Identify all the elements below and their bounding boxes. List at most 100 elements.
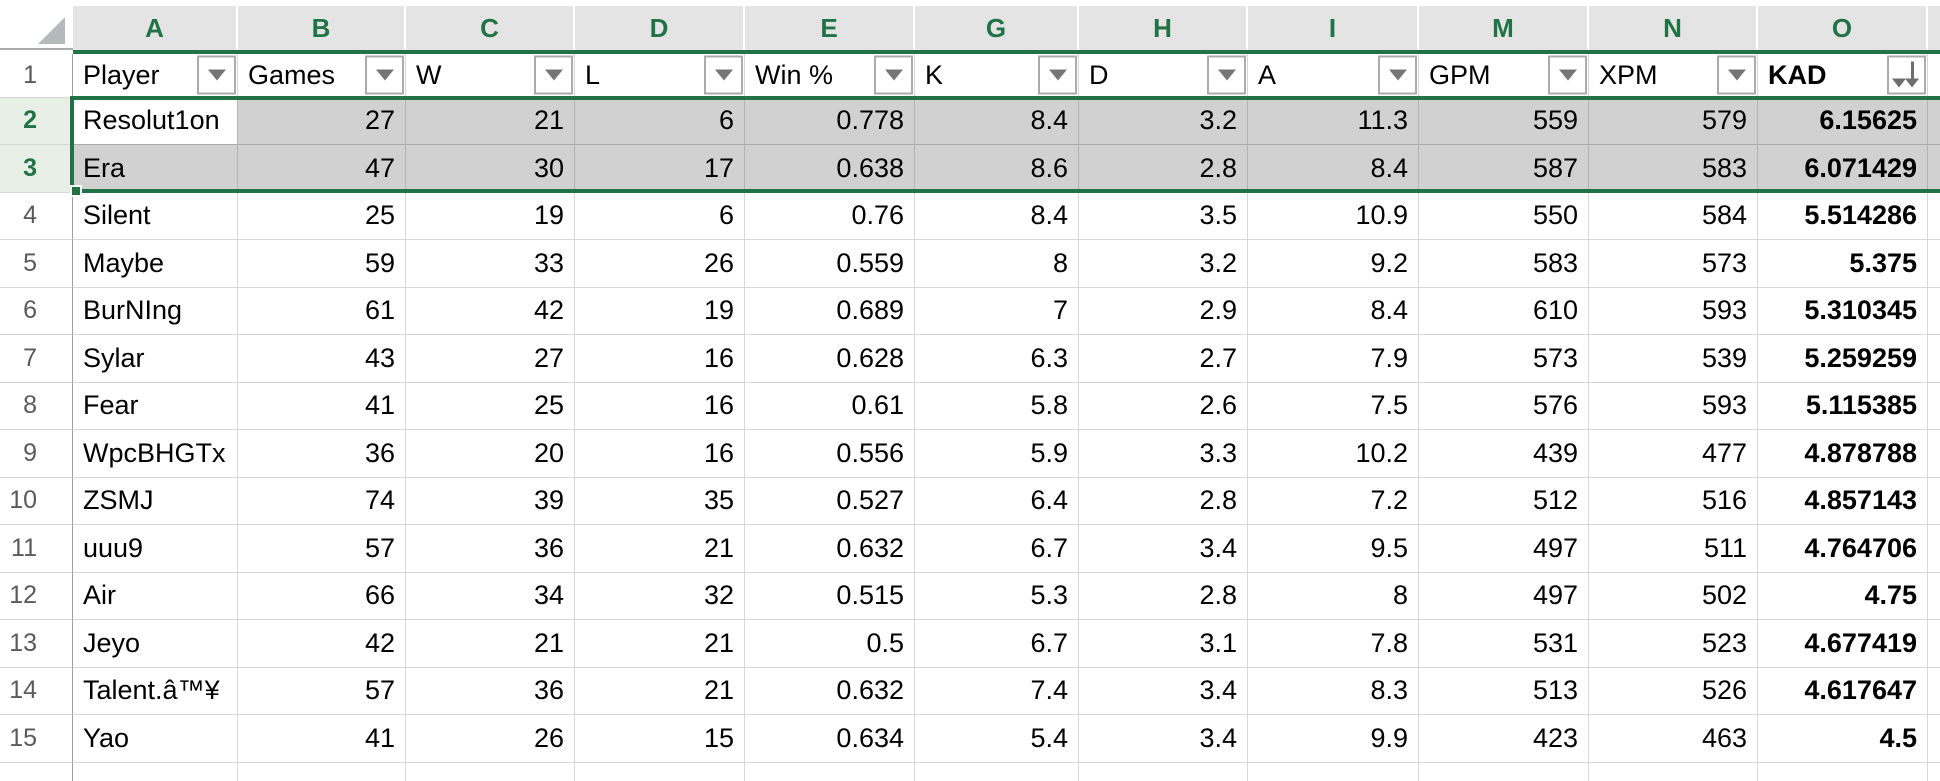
- column-letter-B[interactable]: B: [238, 6, 406, 50]
- cell-G5[interactable]: 8: [915, 240, 1079, 288]
- cell-partial-14[interactable]: [1928, 667, 1940, 715]
- cell-E7[interactable]: 0.628: [745, 335, 915, 383]
- select-all-corner[interactable]: [0, 6, 73, 50]
- row-number-3[interactable]: 3: [0, 145, 73, 193]
- cell-H13[interactable]: 3.1: [1079, 620, 1248, 668]
- cell-D3[interactable]: 17: [575, 145, 745, 193]
- cell-H5[interactable]: 3.2: [1079, 240, 1248, 288]
- cell-G13[interactable]: 6.7: [915, 620, 1079, 668]
- column-letter-O[interactable]: O: [1758, 6, 1928, 50]
- cell-B7[interactable]: 43: [238, 335, 406, 383]
- cell-I8[interactable]: 7.5: [1248, 382, 1419, 430]
- cell-H14[interactable]: 3.4: [1079, 667, 1248, 715]
- cell-M6[interactable]: 610: [1419, 287, 1589, 335]
- cell-N6[interactable]: 593: [1589, 287, 1758, 335]
- cell-G7[interactable]: 6.3: [915, 335, 1079, 383]
- cell-N10[interactable]: 516: [1589, 477, 1758, 525]
- filter-button-gpm[interactable]: [1548, 55, 1587, 95]
- cell-C10[interactable]: 39: [406, 477, 575, 525]
- cell-G16-partial[interactable]: [915, 762, 1079, 781]
- cell-E3[interactable]: 0.638: [745, 145, 915, 193]
- cell-A3[interactable]: Era: [73, 145, 238, 193]
- cell-M7[interactable]: 573: [1419, 335, 1589, 383]
- header-cell-player[interactable]: Player: [73, 54, 238, 98]
- cell-O10[interactable]: 4.857143: [1758, 477, 1928, 525]
- cell-I3[interactable]: 8.4: [1248, 145, 1419, 193]
- cell-H6[interactable]: 2.9: [1079, 287, 1248, 335]
- cell-D12[interactable]: 32: [575, 572, 745, 620]
- column-letter-N[interactable]: N: [1589, 6, 1758, 50]
- cell-C6[interactable]: 42: [406, 287, 575, 335]
- row-number-10[interactable]: 10: [0, 477, 73, 525]
- cell-O14[interactable]: 4.617647: [1758, 667, 1928, 715]
- cell-H3[interactable]: 2.8: [1079, 145, 1248, 193]
- cell-G2[interactable]: 8.4: [915, 97, 1079, 145]
- cell-A9[interactable]: WpcBHGTx: [73, 430, 238, 478]
- cell-B2[interactable]: 27: [238, 97, 406, 145]
- cell-partial-9[interactable]: [1928, 430, 1940, 478]
- row-number-6[interactable]: 6: [0, 287, 73, 335]
- cell-partial-12[interactable]: [1928, 572, 1940, 620]
- filter-button-l[interactable]: [704, 55, 743, 95]
- header-cell-d[interactable]: D: [1079, 54, 1248, 98]
- header-cell-xpm[interactable]: XPM: [1589, 54, 1758, 98]
- cell-partial-15[interactable]: [1928, 715, 1940, 763]
- cell-E13[interactable]: 0.5: [745, 620, 915, 668]
- cell-O13[interactable]: 4.677419: [1758, 620, 1928, 668]
- cell-partial-10[interactable]: [1928, 477, 1940, 525]
- cell-D11[interactable]: 21: [575, 525, 745, 573]
- cell-D4[interactable]: 6: [575, 192, 745, 240]
- cell-G10[interactable]: 6.4: [915, 477, 1079, 525]
- header-cell-a[interactable]: A: [1248, 54, 1419, 98]
- cell-C11[interactable]: 36: [406, 525, 575, 573]
- row-number-9[interactable]: 9: [0, 430, 73, 478]
- header-cell-gpm[interactable]: GPM: [1419, 54, 1589, 98]
- row-number-14[interactable]: 14: [0, 667, 73, 715]
- cell-H8[interactable]: 2.6: [1079, 382, 1248, 430]
- cell-A11[interactable]: uuu9: [73, 525, 238, 573]
- cell-B10[interactable]: 74: [238, 477, 406, 525]
- cell-I6[interactable]: 8.4: [1248, 287, 1419, 335]
- cell-partial-6[interactable]: [1928, 287, 1940, 335]
- cell-N3[interactable]: 583: [1589, 145, 1758, 193]
- column-letter-M[interactable]: M: [1419, 6, 1589, 50]
- cell-E15[interactable]: 0.634: [745, 715, 915, 763]
- column-letter-C[interactable]: C: [406, 6, 575, 50]
- cell-H10[interactable]: 2.8: [1079, 477, 1248, 525]
- cell-C14[interactable]: 36: [406, 667, 575, 715]
- column-letter-G[interactable]: G: [915, 6, 1079, 50]
- row-number-1[interactable]: 1: [0, 54, 73, 98]
- cell-G15[interactable]: 5.4: [915, 715, 1079, 763]
- filter-button-xpm[interactable]: [1717, 55, 1756, 95]
- header-cell-k[interactable]: K: [915, 54, 1079, 98]
- cell-C15[interactable]: 26: [406, 715, 575, 763]
- filter-button-games[interactable]: [365, 55, 404, 95]
- cell-M3[interactable]: 587: [1419, 145, 1589, 193]
- cell-N8[interactable]: 593: [1589, 382, 1758, 430]
- row-number-2[interactable]: 2: [0, 97, 73, 145]
- cell-I10[interactable]: 7.2: [1248, 477, 1419, 525]
- cell-G8[interactable]: 5.8: [915, 382, 1079, 430]
- cell-partial-8[interactable]: [1928, 382, 1940, 430]
- cell-C5[interactable]: 33: [406, 240, 575, 288]
- cell-M9[interactable]: 439: [1419, 430, 1589, 478]
- cell-H2[interactable]: 3.2: [1079, 97, 1248, 145]
- cell-E9[interactable]: 0.556: [745, 430, 915, 478]
- filter-button-win-[interactable]: [874, 55, 913, 95]
- cell-B13[interactable]: 42: [238, 620, 406, 668]
- filter-button-kad[interactable]: [1887, 55, 1926, 95]
- filter-button-w[interactable]: [534, 55, 573, 95]
- cell-G12[interactable]: 5.3: [915, 572, 1079, 620]
- cell-I13[interactable]: 7.8: [1248, 620, 1419, 668]
- cell-D8[interactable]: 16: [575, 382, 745, 430]
- cell-D10[interactable]: 35: [575, 477, 745, 525]
- cell-B16-partial[interactable]: [238, 762, 406, 781]
- cell-M14[interactable]: 513: [1419, 667, 1589, 715]
- cell-I9[interactable]: 10.2: [1248, 430, 1419, 478]
- cell-C12[interactable]: 34: [406, 572, 575, 620]
- cell-I4[interactable]: 10.9: [1248, 192, 1419, 240]
- cell-B6[interactable]: 61: [238, 287, 406, 335]
- cell-B12[interactable]: 66: [238, 572, 406, 620]
- column-letter-E[interactable]: E: [745, 6, 915, 50]
- filter-button-player[interactable]: [197, 55, 236, 95]
